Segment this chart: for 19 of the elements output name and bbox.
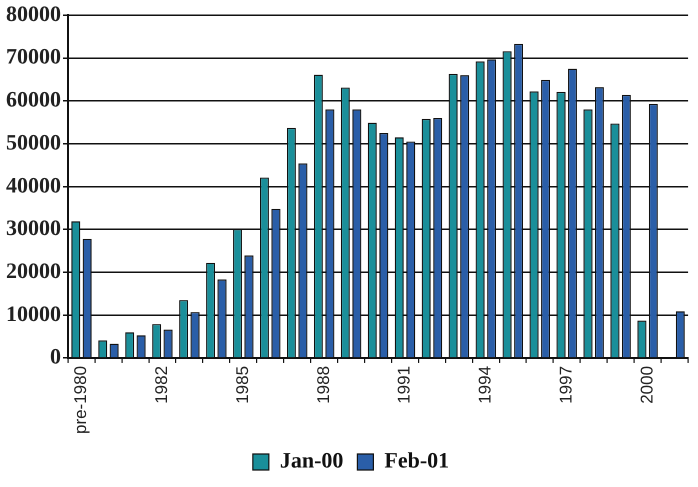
- x-tick-label: 2000: [637, 366, 656, 404]
- y-tick-label: 80000: [6, 0, 61, 26]
- y-tick-label: 40000: [6, 172, 61, 198]
- x-tick-label: 1988: [314, 366, 333, 404]
- x-tick-label: 1982: [152, 366, 172, 404]
- x-tick-label: 1985: [232, 366, 252, 404]
- x-tick-label: 1997: [556, 366, 576, 404]
- x-tick-label: pre-1980: [71, 366, 90, 434]
- y-tick-label: 50000: [6, 129, 61, 154]
- y-tick-label: 0: [50, 344, 61, 369]
- y-tick-label: 10000: [6, 300, 61, 326]
- y-tick-label: 20000: [6, 258, 61, 283]
- x-tick-label: 1991: [394, 366, 414, 404]
- y-tick-label: 70000: [6, 44, 61, 69]
- x-tick-label: 1994: [476, 366, 495, 404]
- y-tick-label: 30000: [6, 215, 61, 240]
- legend-label: Jan-00: [280, 448, 344, 473]
- legend-label: Feb-01: [384, 448, 450, 473]
- y-tick-label: 60000: [6, 86, 61, 112]
